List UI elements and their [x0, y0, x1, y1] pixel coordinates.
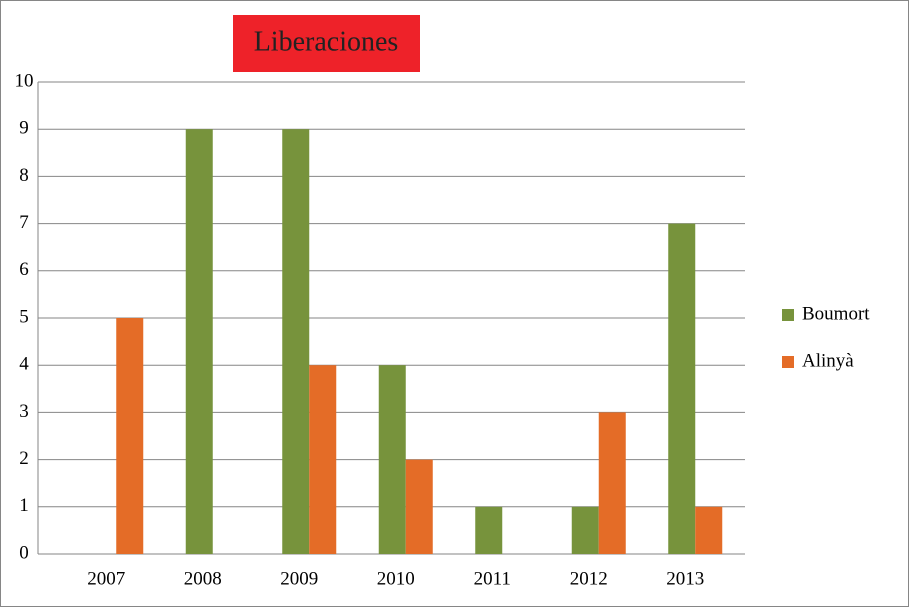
title-background [233, 15, 420, 72]
y-tick-label: 9 [19, 118, 29, 139]
y-tick-label: 1 [19, 495, 29, 516]
legend-swatch [782, 356, 794, 368]
bar [282, 129, 310, 554]
x-tick-label: 2008 [184, 568, 222, 589]
bar [405, 459, 433, 554]
x-tick-label: 2011 [474, 568, 511, 589]
x-tick-label: 2013 [666, 568, 704, 589]
legend-label: Boumort [802, 303, 870, 324]
x-tick-label: 2009 [280, 568, 318, 589]
bar [309, 365, 337, 554]
bar [185, 129, 213, 554]
bar [475, 506, 503, 554]
bar [571, 506, 599, 554]
y-tick-label: 4 [19, 354, 29, 375]
x-tick-label: 2012 [570, 568, 608, 589]
y-tick-label: 10 [15, 70, 34, 91]
bar [668, 223, 696, 554]
chart-title: Liberaciones [254, 26, 399, 57]
x-tick-label: 2010 [377, 568, 415, 589]
bar [598, 412, 626, 554]
y-tick-label: 8 [19, 165, 29, 186]
bar [695, 506, 723, 554]
y-tick-label: 0 [19, 542, 29, 563]
bar [378, 365, 406, 554]
y-tick-label: 3 [19, 401, 29, 422]
legend-swatch [782, 309, 794, 321]
y-tick-label: 5 [19, 306, 29, 327]
y-tick-label: 6 [19, 259, 29, 280]
bar [116, 318, 144, 554]
x-tick-label: 2007 [87, 568, 125, 589]
y-tick-label: 2 [19, 448, 29, 469]
legend-label: Alinyà [802, 350, 854, 371]
y-tick-label: 7 [19, 212, 29, 233]
